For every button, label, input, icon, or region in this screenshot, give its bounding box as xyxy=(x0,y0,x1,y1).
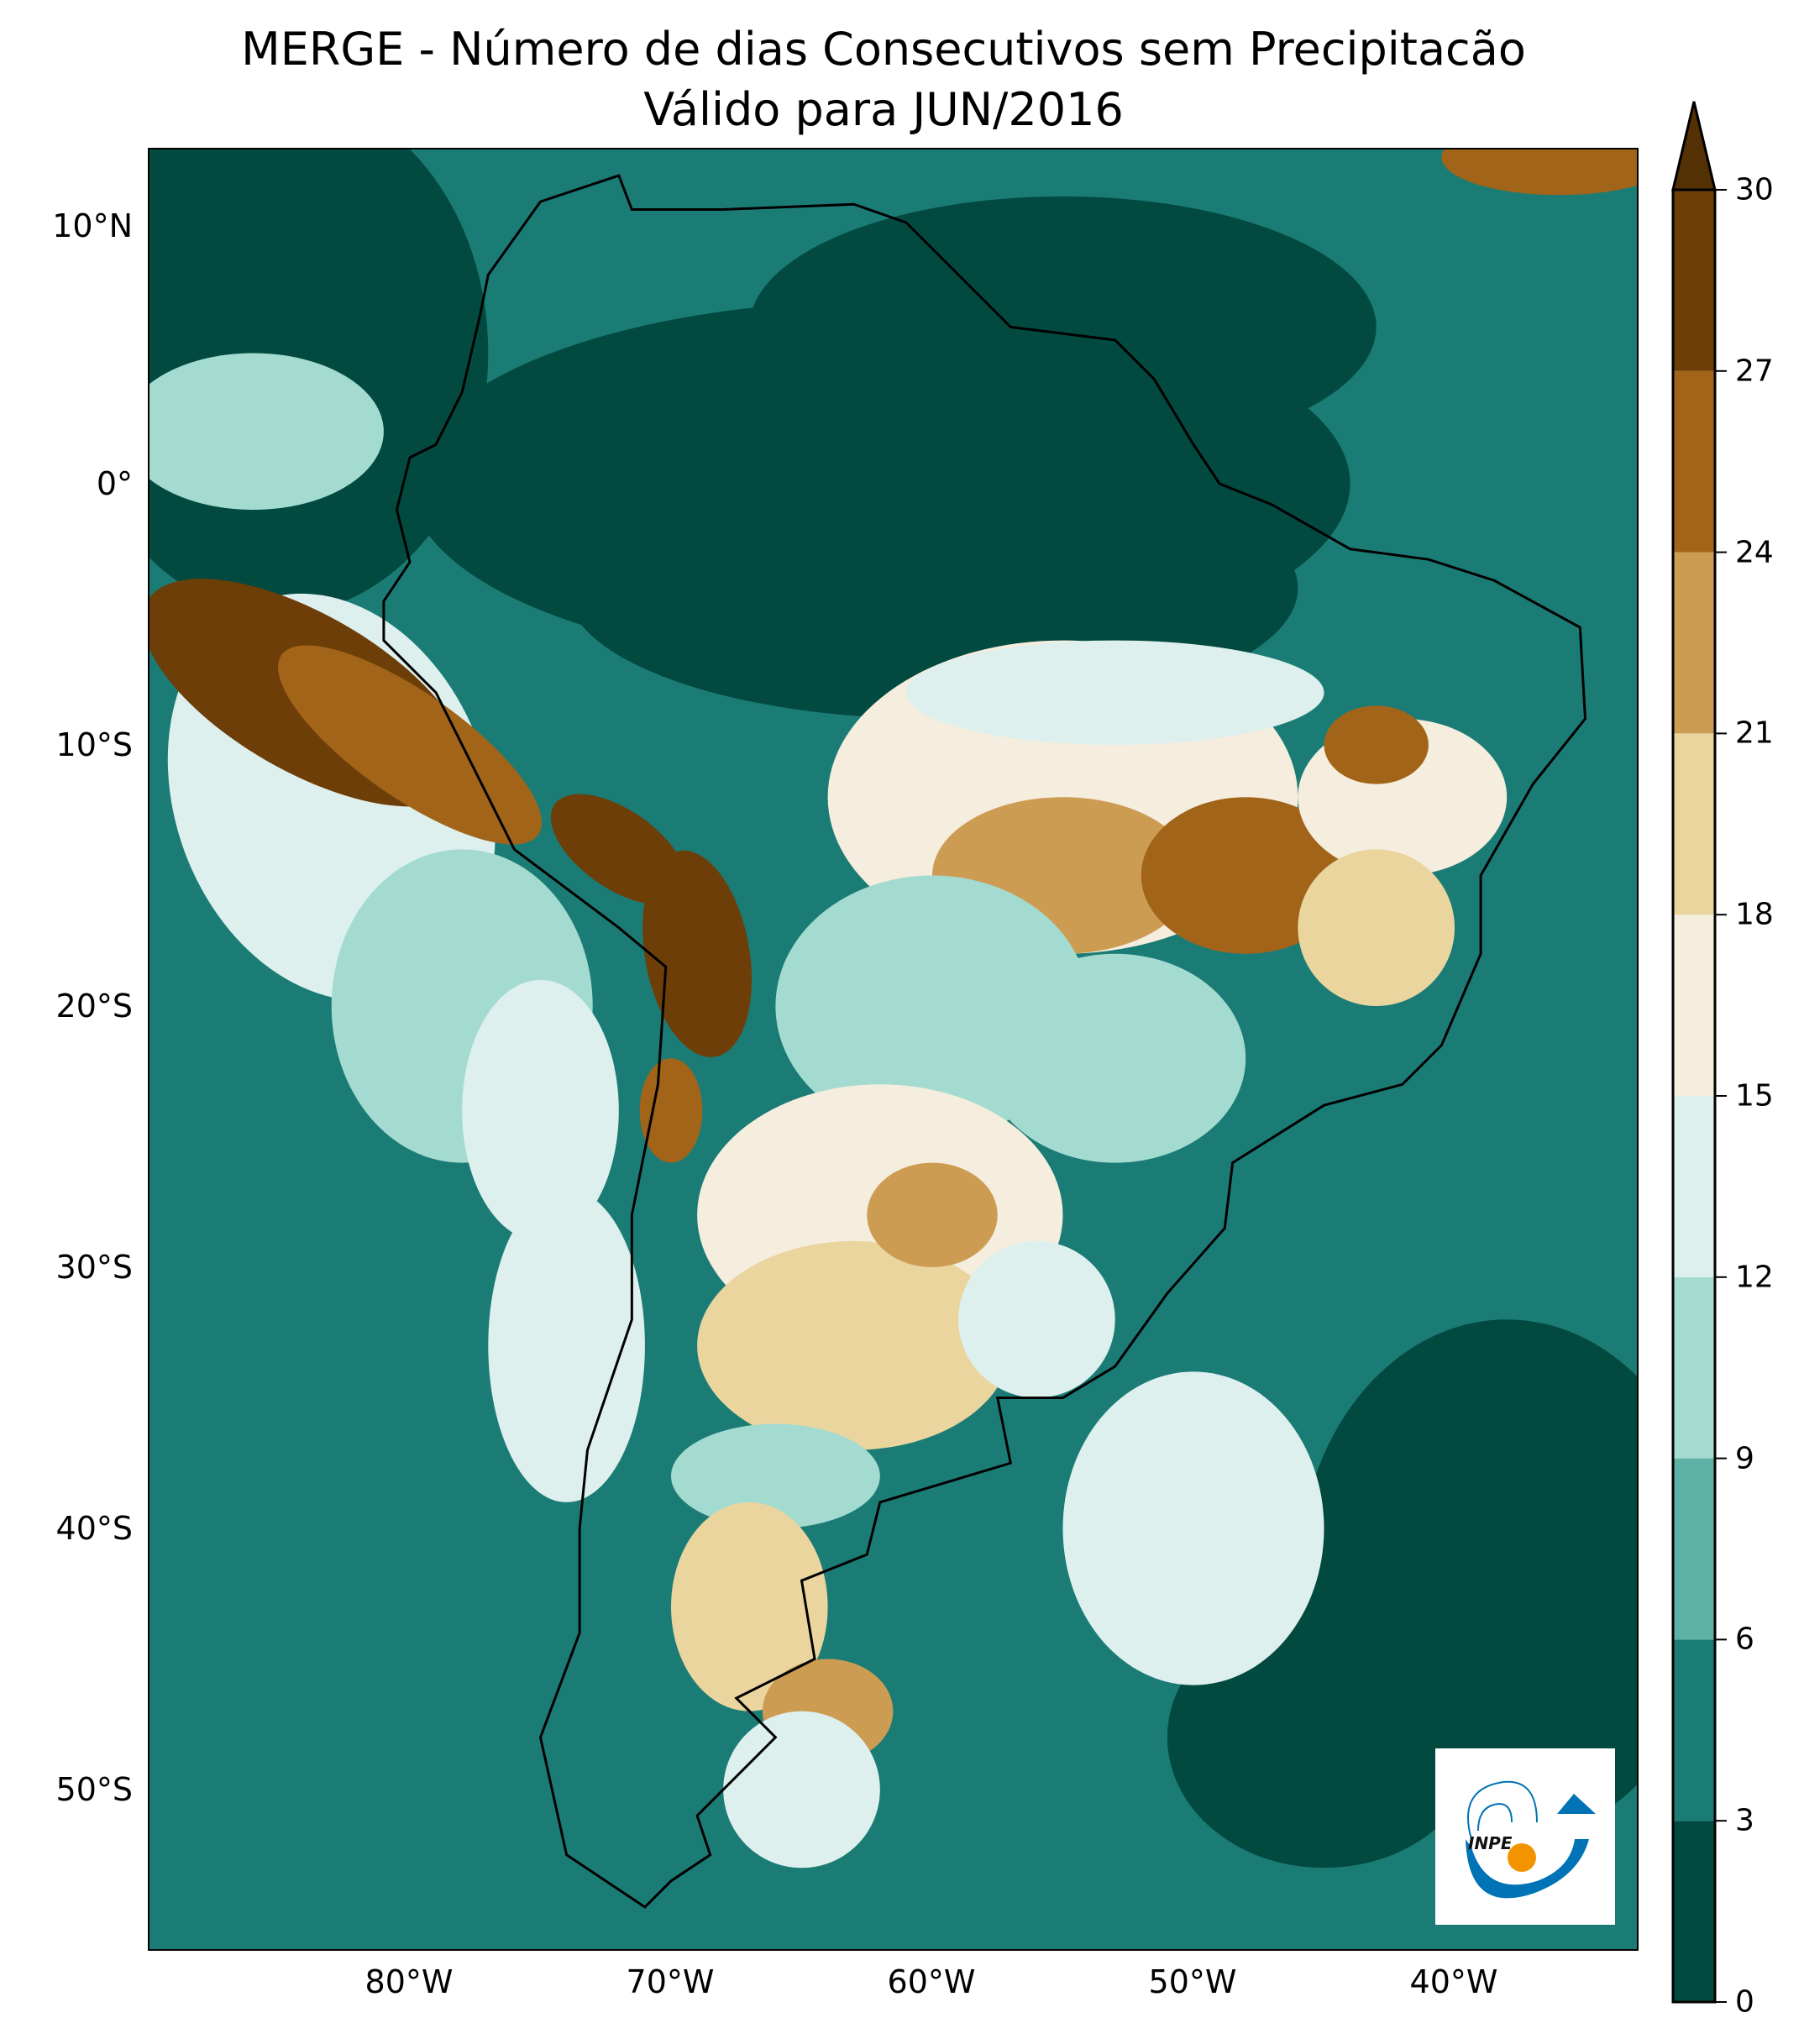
precip-region xyxy=(1324,705,1429,784)
precip-region xyxy=(723,1711,880,1868)
precip-region xyxy=(984,953,1246,1163)
map-frame xyxy=(148,148,1639,1951)
colorbar-bin xyxy=(1673,1821,1715,2002)
precip-region xyxy=(149,149,489,615)
coastline xyxy=(382,174,1587,1909)
colorbar-bin xyxy=(1673,1458,1715,1640)
lat-tick: 20°S xyxy=(55,988,133,1025)
precip-region xyxy=(149,1162,410,1895)
lat-tick: 0° xyxy=(96,465,133,502)
chart-subtitle: Válido para JUN/2016 xyxy=(643,83,1124,136)
precip-region xyxy=(749,196,1377,458)
precip-region xyxy=(1062,1371,1324,1685)
colorbar-bin xyxy=(1673,915,1715,1096)
colorbar-tick-label: 21 xyxy=(1735,715,1774,751)
colorbar-tick-label: 18 xyxy=(1735,897,1774,932)
lat-tick: 10°S xyxy=(55,726,133,763)
lon-tick: 40°W xyxy=(1409,1963,1498,2000)
precip-region xyxy=(1441,149,1638,196)
colorbar-tick-label: 12 xyxy=(1735,1260,1774,1295)
lat-tick: 10°N xyxy=(52,207,133,244)
lat-tick: 40°S xyxy=(55,1510,133,1547)
precip-region xyxy=(488,1188,645,1502)
precip-region xyxy=(149,353,384,511)
colorbar-tick-label: 27 xyxy=(1735,354,1774,389)
inpe-logo: INPE xyxy=(1435,1748,1615,1925)
precip-region xyxy=(639,1058,703,1163)
colorbar-bin xyxy=(1673,1096,1715,1277)
colorbar-tick-label: 30 xyxy=(1735,172,1774,207)
lon-tick: 50°W xyxy=(1148,1963,1237,2000)
colorbar-bin xyxy=(1673,1639,1715,1821)
lon-tick: 80°W xyxy=(364,1963,454,2000)
precip-region xyxy=(1141,797,1350,954)
precip-region xyxy=(671,1502,828,1711)
colorbar-bin xyxy=(1673,733,1715,915)
precip-region xyxy=(278,645,542,845)
precip-region xyxy=(550,794,687,905)
precip-field xyxy=(149,149,1638,1895)
arrow-up-icon xyxy=(1557,1794,1596,1814)
precip-region xyxy=(671,1423,880,1529)
colorbar-tick-label: 6 xyxy=(1735,1622,1754,1657)
colorbar xyxy=(1671,101,1727,2004)
colorbar-tick-label: 3 xyxy=(1735,1803,1754,1838)
chart-title: MERGE - Número de dias Consecutivos sem … xyxy=(241,23,1526,76)
precip-region xyxy=(867,1162,998,1268)
lon-tick: 60°W xyxy=(887,1963,976,2000)
colorbar-tick-label: 15 xyxy=(1735,1078,1774,1114)
colorbar-bin xyxy=(1673,190,1715,371)
colorbar-bin xyxy=(1673,552,1715,734)
colorbar-tick-label: 9 xyxy=(1735,1441,1754,1476)
logo-text: INPE xyxy=(1468,1833,1513,1853)
lat-tick: 30°S xyxy=(55,1249,133,1286)
precip-region xyxy=(462,979,619,1241)
lat-tick: 50°S xyxy=(55,1771,133,1808)
map-area xyxy=(149,149,1638,1950)
precip-region xyxy=(1298,849,1455,1006)
precip-region xyxy=(697,1240,1011,1450)
precip-region xyxy=(905,640,1324,745)
colorbar-tick-label: 24 xyxy=(1735,535,1774,570)
precip-region xyxy=(958,1240,1115,1398)
colorbar-bin xyxy=(1673,1276,1715,1459)
colorbar-tick-label: 0 xyxy=(1735,1984,1754,2020)
precip-region xyxy=(1167,1606,1481,1868)
colorbar-bin xyxy=(1673,370,1715,553)
lon-tick: 70°W xyxy=(626,1963,715,2000)
